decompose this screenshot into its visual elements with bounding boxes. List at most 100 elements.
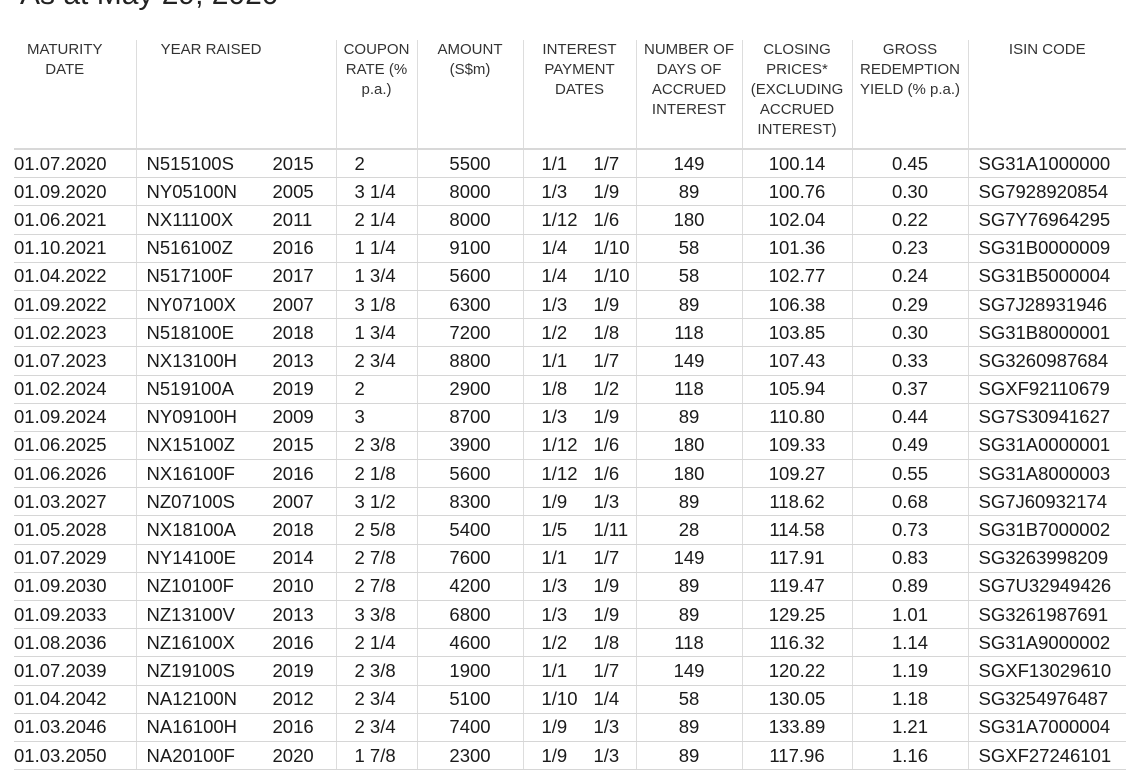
amount-cell: 7600: [416, 544, 523, 573]
closing-price-cell: 119.47: [741, 572, 852, 602]
payment-date-2: 1/7: [593, 349, 620, 371]
yield-cell: 1.01: [851, 600, 968, 630]
yield-cell: 0.30: [851, 177, 968, 207]
year-raised: 2015: [272, 152, 314, 174]
payment-date-2: 1/10: [593, 265, 630, 287]
isin-code-cell: SG31B0000009: [967, 234, 1126, 263]
maturity-date-cell: 01.05.2028: [14, 515, 136, 545]
coupon-rate-cell: 2 3/4: [335, 346, 417, 376]
payment-date-2: 1/9: [593, 180, 620, 202]
payment-date-2: 1/7: [593, 152, 620, 174]
days-accrued-cell: 118: [635, 628, 742, 658]
bond-code: NZ07100S: [146, 490, 235, 512]
payment-date-1: 1/4: [541, 265, 568, 287]
maturity-date-cell: 01.02.2023: [14, 318, 136, 348]
coupon-rate-cell: 2 7/8: [335, 544, 417, 573]
coupon-rate-cell: 3 1/2: [335, 487, 417, 517]
isin-code-cell: SG31B7000002: [967, 515, 1126, 545]
coupon-rate-cell: 2: [335, 149, 417, 179]
amount-cell: 5600: [416, 459, 523, 489]
year-raised-cell: NA16100H 2016: [135, 713, 336, 742]
table-row: 01.03.2046 NA16100H 2016 2 3/4 7400 1/9 1/3 89 1…: [14, 713, 1126, 742]
payment-date-1: 1/3: [541, 575, 568, 597]
maturity-date-cell: 01.04.2042: [14, 685, 136, 714]
table-row: 01.04.2042 NA12100N 2012 2 3/4 5100 1/10 1/4 58…: [14, 685, 1126, 714]
year-raised: 2016: [272, 631, 314, 653]
coupon-rate-cell: 1 1/4: [335, 234, 417, 263]
isin-code-cell: SGXF13029610: [967, 656, 1126, 686]
maturity-date-cell: 01.02.2024: [14, 375, 136, 404]
amount-cell: 8700: [416, 403, 523, 432]
closing-price-cell: 120.22: [741, 656, 852, 686]
payment-date-2: 1/3: [593, 744, 620, 766]
interest-payment-dates-cell: 1/8 1/2: [522, 375, 636, 404]
year-raised-cell: NX16100F 2016: [135, 459, 336, 489]
yield-cell: 0.55: [851, 459, 968, 489]
year-raised-cell: NY14100E 2014: [135, 544, 336, 573]
bond-code: NZ19100S: [146, 659, 235, 681]
year-raised-cell: NX13100H 2013: [135, 346, 336, 376]
table-row: 01.02.2023 N518100E 2018 1 3/4 7200 1/2 1/8 118…: [14, 318, 1126, 348]
isin-code-cell: SG31A0000001: [967, 431, 1126, 461]
closing-price-cell: 117.96: [741, 741, 852, 770]
isin-code-cell: SG31A8000003: [967, 459, 1126, 489]
bond-prices-table: MATURITY DATE YEAR RAISED COUPON RATE (% p…: [14, 40, 1126, 770]
table-row: 01.05.2028 NX18100A 2018 2 5/8 5400 1/5 1/11 28…: [14, 515, 1126, 545]
column-header-closing-price: CLOSING PRICES* (EXCLUDING ACCRUED INTER…: [741, 40, 852, 150]
table-row: 01.06.2021 NX11100X 2011 2 1/4 8000 1/12 1/6 18…: [14, 205, 1126, 235]
closing-price-cell: 114.58: [741, 515, 852, 545]
payment-date-2: 1/6: [593, 208, 620, 230]
table-row: 01.09.2020 NY05100N 2005 3 1/4 8000 1/3 1/9 89 1…: [14, 177, 1126, 207]
interest-payment-dates-cell: 1/2 1/8: [522, 628, 636, 658]
interest-payment-dates-cell: 1/4 1/10: [522, 262, 636, 291]
payment-date-1: 1/12: [541, 462, 578, 484]
year-raised-cell: NZ10100F 2010: [135, 572, 336, 602]
interest-payment-dates-cell: 1/3 1/9: [522, 600, 636, 630]
column-header-amount: AMOUNT (S$m): [416, 40, 523, 150]
interest-payment-dates-cell: 1/12 1/6: [522, 431, 636, 461]
amount-cell: 9100: [416, 234, 523, 263]
bond-code: N515100S: [146, 152, 234, 174]
column-header-isin-code: ISIN CODE: [967, 40, 1126, 150]
payment-date-2: 1/11: [593, 519, 629, 541]
closing-price-cell: 105.94: [741, 375, 852, 404]
column-header-gross-redemption-yield: GROSS REDEMPTION YIELD (% p.a.): [851, 40, 968, 150]
payment-date-1: 1/1: [541, 659, 568, 681]
amount-cell: 2900: [416, 375, 523, 404]
closing-price-cell: 116.32: [741, 628, 852, 658]
maturity-date-cell: 01.06.2026: [14, 459, 136, 489]
coupon-rate-cell: 2: [335, 375, 417, 404]
isin-code-cell: SG7U32949426: [967, 572, 1126, 602]
bond-code: NZ13100V: [146, 603, 235, 625]
coupon-rate-cell: 2 3/4: [335, 685, 417, 714]
coupon-rate-cell: 2 7/8: [335, 572, 417, 602]
year-raised: 2012: [272, 688, 314, 710]
payment-date-2: 1/8: [593, 631, 620, 653]
yield-cell: 1.21: [851, 713, 968, 742]
table-row: 01.03.2027 NZ07100S 2007 3 1/2 8300 1/9 1/3 89 1…: [14, 487, 1126, 517]
closing-price-cell: 103.85: [741, 318, 852, 348]
table-row: 01.04.2022 N517100F 2017 1 3/4 5600 1/4 1/10 58…: [14, 262, 1126, 291]
yield-cell: 0.30: [851, 318, 968, 348]
table-row: 01.09.2030 NZ10100F 2010 2 7/8 4200 1/3 1/9 89 1…: [14, 572, 1126, 602]
yield-cell: 0.22: [851, 205, 968, 235]
interest-payment-dates-cell: 1/4 1/10: [522, 234, 636, 263]
table-row: 01.09.2024 NY09100H 2009 3 8700 1/3 1/9 89 110.8…: [14, 403, 1126, 432]
coupon-rate-cell: 3 1/4: [335, 177, 417, 207]
amount-cell: 5600: [416, 262, 523, 291]
closing-price-cell: 109.33: [741, 431, 852, 461]
interest-payment-dates-cell: 1/9 1/3: [522, 487, 636, 517]
isin-code-cell: SG3260987684: [967, 346, 1126, 376]
maturity-date-cell: 01.09.2033: [14, 600, 136, 630]
year-raised-cell: N516100Z 2016: [135, 234, 336, 263]
isin-code-cell: SG31A7000004: [967, 713, 1126, 742]
maturity-date-cell: 01.03.2046: [14, 713, 136, 742]
payment-date-1: 1/3: [541, 603, 568, 625]
year-raised: 2009: [272, 406, 314, 428]
maturity-date-cell: 01.10.2021: [14, 234, 136, 263]
days-accrued-cell: 89: [635, 713, 742, 742]
payment-date-1: 1/2: [541, 321, 568, 343]
amount-cell: 4200: [416, 572, 523, 602]
amount-cell: 8000: [416, 177, 523, 207]
maturity-date-cell: 01.08.2036: [14, 628, 136, 658]
